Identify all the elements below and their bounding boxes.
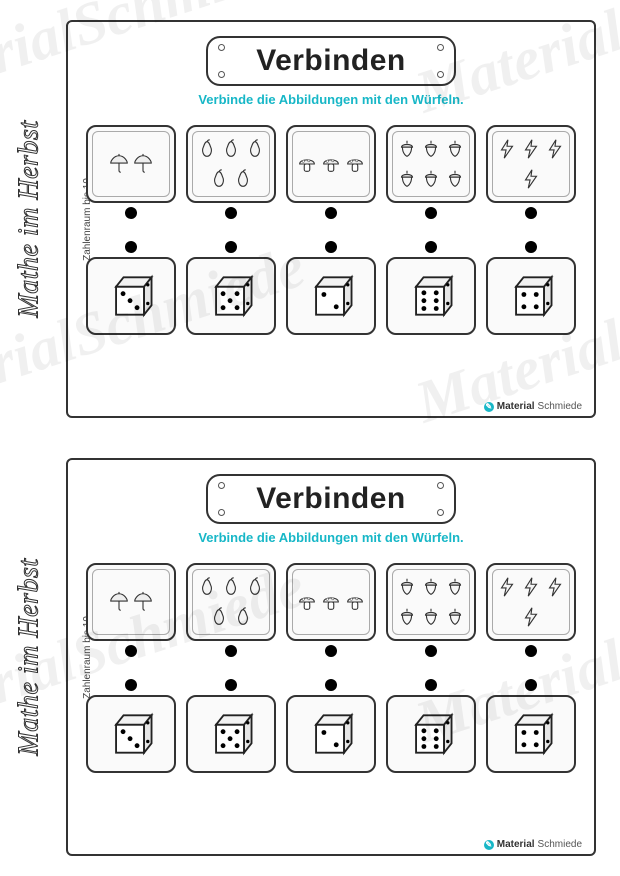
tile-content [192,569,270,635]
tile-content [492,569,570,635]
connection-dot[interactable] [225,207,237,219]
connection-dot[interactable] [525,679,537,691]
dice-row [86,695,576,773]
connection-dot[interactable] [525,241,537,253]
sidebar: Mathe im Herbst Zahlenraum bis 10 [0,438,60,876]
screw-icon [437,71,444,78]
connection-dot[interactable] [225,645,237,657]
picture-row [86,563,576,641]
sidebar: Mathe im Herbst Zahlenraum bis 10 [0,0,60,438]
picture-tile [386,563,476,641]
tile-content [292,131,370,197]
picture-tile [86,125,176,203]
brand-icon: ✎ [484,840,494,850]
connection-dot[interactable] [125,645,137,657]
screw-icon [437,44,444,51]
connection-dot[interactable] [525,645,537,657]
connection-dot[interactable] [325,207,337,219]
dice-tile [386,695,476,773]
dice-row [86,257,576,335]
brand-icon: ✎ [484,402,494,412]
title-plate: Verbinden [206,36,456,86]
screw-icon [218,482,225,489]
worksheet: Mathe im Herbst Zahlenraum bis 10 Verbin… [0,438,620,876]
brand-name-light: Schmiede [538,401,582,412]
connection-dot[interactable] [325,241,337,253]
brand-name-light: Schmiede [538,839,582,850]
worksheet-title: Verbinden [256,482,406,515]
screw-icon [218,44,225,51]
brand-name-bold: Material [497,839,535,850]
picture-tile [286,563,376,641]
connection-dot[interactable] [225,679,237,691]
brand-footer: ✎ MaterialSchmiede [484,401,582,412]
screw-icon [437,509,444,516]
picture-tile [486,563,576,641]
screw-icon [437,482,444,489]
connection-dot[interactable] [225,241,237,253]
instruction-text: Verbinde die Abbildungen mit den Würfeln… [86,530,576,545]
worksheet: Mathe im Herbst Zahlenraum bis 10 Verbin… [0,0,620,438]
connection-dot[interactable] [125,207,137,219]
picture-tile [286,125,376,203]
picture-row [86,125,576,203]
connection-dot[interactable] [425,207,437,219]
picture-tile [386,125,476,203]
connection-dot[interactable] [325,645,337,657]
connection-dot[interactable] [325,679,337,691]
tile-content [492,131,570,197]
tile-content [392,131,470,197]
screw-icon [218,509,225,516]
connection-dot[interactable] [125,241,137,253]
picture-tile [486,125,576,203]
picture-tile [86,563,176,641]
dice-tile [186,695,276,773]
brand-name-bold: Material [497,401,535,412]
dice-tile [286,257,376,335]
connection-dot[interactable] [125,679,137,691]
dice-tile [86,257,176,335]
screw-icon [218,71,225,78]
picture-tile [186,563,276,641]
sidebar-title: Mathe im Herbst [14,558,46,755]
sidebar-title: Mathe im Herbst [14,120,46,317]
connection-dot[interactable] [425,645,437,657]
instruction-text: Verbinde die Abbildungen mit den Würfeln… [86,92,576,107]
worksheet-frame: Verbinden Verbinde die Abbildungen mit d… [66,458,596,856]
tile-content [92,131,170,197]
picture-tile [186,125,276,203]
worksheet-title: Verbinden [256,44,406,77]
connection-dot[interactable] [525,207,537,219]
dice-tile [86,695,176,773]
tile-content [392,569,470,635]
dice-tile [486,695,576,773]
title-plate: Verbinden [206,474,456,524]
dice-tile [186,257,276,335]
dice-tile [486,257,576,335]
brand-footer: ✎ MaterialSchmiede [484,839,582,850]
worksheet-frame: Verbinden Verbinde die Abbildungen mit d… [66,20,596,418]
dice-tile [386,257,476,335]
dice-tile [286,695,376,773]
tile-content [192,131,270,197]
tile-content [292,569,370,635]
tile-content [92,569,170,635]
connection-dot[interactable] [425,241,437,253]
connection-dot[interactable] [425,679,437,691]
